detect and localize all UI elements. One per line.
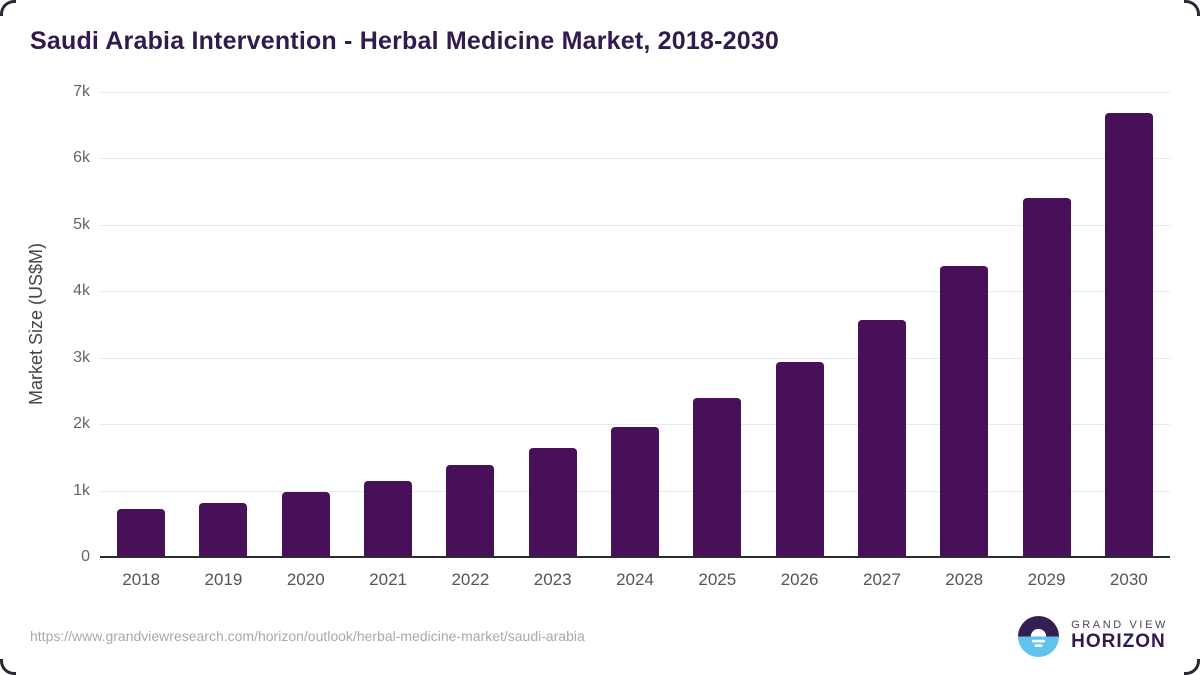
gridline-3k — [100, 357, 1170, 359]
y-tick-label-0: 0 — [81, 548, 90, 565]
x-tick-label-2019: 2019 — [204, 570, 243, 589]
card-corner-top-left — [0, 0, 16, 16]
bar-slot-2030 — [1088, 92, 1170, 557]
y-tick-label-6k: 6k — [73, 149, 90, 167]
y-tick-label-7k: 7k — [73, 83, 90, 100]
bar-2029[interactable] — [1022, 198, 1071, 557]
bar-2025[interactable] — [693, 397, 742, 557]
logo-text-grand-view: GRAND VIEW — [1071, 618, 1168, 631]
plot-area: 0 1k 2k 3k 4k 5k 6k 7k 2018 2019 2020 2021 2022 2023… — [73, 83, 1170, 589]
card-corner-bottom-left — [0, 659, 16, 675]
gridline-2k — [100, 424, 1170, 426]
bar-2020[interactable] — [281, 491, 330, 557]
x-tick-label-2024: 2024 — [616, 570, 654, 589]
bar-2022[interactable] — [446, 464, 495, 557]
bar-slot-2025 — [676, 92, 758, 557]
bar-slot-2019 — [182, 92, 264, 557]
bar-slot-2026 — [758, 92, 840, 557]
y-tick-label-2k: 2k — [73, 415, 90, 433]
bar-2030[interactable] — [1104, 112, 1153, 557]
x-tick-label-2020: 2020 — [286, 570, 325, 589]
y-axis-title-text: Market Size (US$M) — [26, 243, 46, 406]
bar-slot-2020 — [265, 92, 347, 557]
x-tick-label-2030: 2030 — [1109, 570, 1148, 589]
bar-slot-2021 — [347, 92, 429, 557]
bar-slot-2029 — [1005, 92, 1087, 557]
gridline-6k — [100, 158, 1170, 160]
gridline-7k — [100, 92, 1170, 93]
y-tick-label-4k: 4k — [73, 282, 90, 300]
x-tick-label-2022: 2022 — [451, 570, 490, 589]
x-tick-label-2018: 2018 — [122, 570, 161, 589]
bar-slot-2024 — [594, 92, 676, 557]
grand-view-horizon-logo-icon — [1018, 615, 1060, 657]
x-tick-label-2023: 2023 — [533, 570, 572, 589]
y-axis-title: Market Size (US$M) — [26, 92, 47, 557]
gridline-5k — [100, 224, 1170, 226]
x-tick-label-2025: 2025 — [698, 570, 737, 589]
x-tick-label-2027: 2027 — [863, 570, 901, 589]
bar-2027[interactable] — [857, 319, 906, 557]
x-tick-label-2029: 2029 — [1027, 570, 1066, 589]
x-tick-label-2026: 2026 — [780, 570, 819, 589]
y-tick-label-1k: 1k — [73, 481, 90, 499]
gridline-4k — [100, 291, 1170, 293]
card-corner-bottom-right — [1184, 659, 1200, 675]
x-tick-label-2028: 2028 — [945, 570, 984, 589]
x-tick-label-2021: 2021 — [369, 570, 407, 589]
bar-series — [100, 92, 1170, 557]
brand-logo: GRAND VIEW HORIZON — [1018, 615, 1168, 657]
x-tick-labels: 2018 2019 2020 2021 2022 2023 2024 2025 2026 2027… — [100, 570, 1170, 590]
bar-2021[interactable] — [364, 480, 413, 557]
y-tick-label-5k: 5k — [73, 215, 90, 233]
bar-slot-2028 — [923, 92, 1005, 557]
bar-slot-2023 — [512, 92, 594, 557]
x-axis-line — [100, 556, 1170, 558]
y-tick-label-3k: 3k — [73, 348, 90, 366]
bar-2026[interactable] — [775, 362, 824, 557]
chart-title: Saudi Arabia Intervention - Herbal Medic… — [30, 27, 780, 55]
footer: https://www.grandviewresearch.com/horizo… — [30, 611, 1168, 661]
logo-text: GRAND VIEW HORIZON — [1071, 619, 1168, 653]
bar-2024[interactable] — [610, 427, 659, 557]
bar-2028[interactable] — [940, 266, 989, 557]
bar-2018[interactable] — [117, 508, 166, 557]
source-url: https://www.grandviewresearch.com/horizo… — [30, 628, 585, 644]
bar-slot-2027 — [841, 92, 923, 557]
card-corner-top-right — [1184, 0, 1200, 16]
bar-2023[interactable] — [528, 448, 577, 557]
bar-2019[interactable] — [199, 503, 248, 557]
bar-slot-2018 — [100, 92, 182, 557]
bar-slot-2022 — [429, 92, 511, 557]
logo-text-horizon: HORIZON — [1071, 631, 1166, 653]
